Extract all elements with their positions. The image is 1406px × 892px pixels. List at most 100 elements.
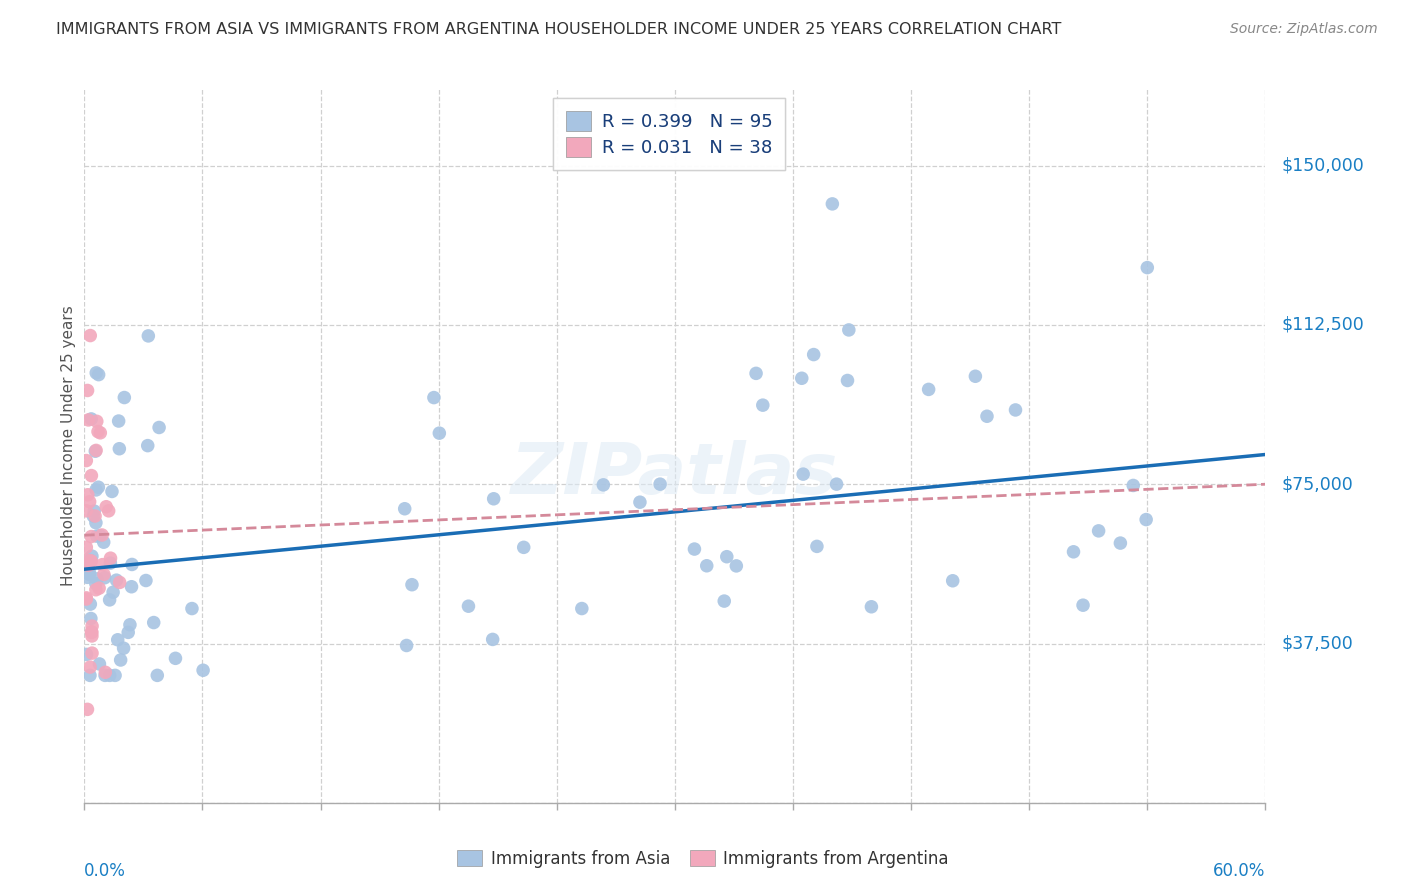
Point — [837, 374, 859, 388]
Point — [75, 504, 97, 518]
Point — [80, 412, 103, 426]
Point — [821, 197, 844, 211]
Point — [790, 371, 813, 385]
Point — [696, 558, 718, 573]
Point — [105, 573, 128, 587]
Point — [93, 567, 115, 582]
Point — [112, 641, 135, 656]
Point — [191, 663, 214, 677]
Point — [1135, 512, 1157, 526]
Point — [1063, 545, 1085, 559]
Y-axis label: Householder Income Under 25 years: Householder Income Under 25 years — [60, 306, 76, 586]
Point — [98, 593, 121, 607]
Point — [89, 657, 111, 671]
Point — [101, 484, 124, 499]
Point — [93, 535, 115, 549]
Point — [142, 615, 165, 630]
Point — [97, 504, 120, 518]
Point — [121, 558, 143, 572]
Point — [806, 540, 828, 554]
Point — [86, 529, 108, 543]
Point — [86, 414, 108, 428]
Point — [716, 549, 738, 564]
Point — [395, 639, 418, 653]
Point — [96, 500, 118, 514]
Point — [481, 632, 503, 647]
Point — [77, 558, 100, 573]
Point — [80, 646, 103, 660]
Point — [110, 653, 132, 667]
Point — [752, 398, 775, 412]
Point — [165, 651, 187, 665]
Point — [86, 572, 108, 586]
Point — [76, 488, 98, 502]
Point — [91, 558, 114, 572]
Point — [80, 468, 103, 483]
Point — [84, 516, 107, 530]
Point — [94, 665, 117, 680]
Point — [80, 549, 103, 563]
Point — [79, 660, 101, 674]
Point — [394, 501, 416, 516]
Point — [75, 591, 97, 605]
Point — [571, 601, 593, 615]
Point — [457, 599, 479, 614]
Point — [75, 541, 97, 555]
Point — [136, 439, 159, 453]
Point — [80, 611, 103, 625]
Point — [107, 632, 129, 647]
Point — [84, 444, 107, 458]
Point — [976, 409, 998, 424]
Point — [79, 553, 101, 567]
Point — [725, 558, 748, 573]
Legend: R = 0.399   N = 95, R = 0.031   N = 38: R = 0.399 N = 95, R = 0.031 N = 38 — [553, 98, 785, 169]
Point — [1136, 260, 1159, 275]
Point — [825, 477, 848, 491]
Point — [79, 567, 101, 582]
Point — [181, 601, 204, 615]
Point — [80, 629, 103, 643]
Point — [803, 347, 825, 361]
Point — [146, 668, 169, 682]
Point — [965, 369, 987, 384]
Point — [76, 702, 98, 716]
Point — [745, 367, 768, 381]
Point — [401, 577, 423, 591]
Point — [79, 565, 101, 579]
Point — [628, 495, 651, 509]
Text: 0.0%: 0.0% — [84, 863, 127, 880]
Point — [84, 508, 107, 523]
Point — [79, 597, 101, 611]
Point — [592, 478, 614, 492]
Text: Source: ZipAtlas.com: Source: ZipAtlas.com — [1230, 22, 1378, 37]
Point — [77, 558, 100, 572]
Point — [100, 551, 122, 566]
Text: 60.0%: 60.0% — [1213, 863, 1265, 880]
Point — [93, 571, 115, 585]
Point — [100, 556, 122, 570]
Point — [80, 619, 103, 633]
Point — [84, 483, 107, 497]
Point — [98, 668, 121, 682]
Point — [107, 414, 129, 428]
Point — [87, 425, 110, 439]
Text: IMMIGRANTS FROM ASIA VS IMMIGRANTS FROM ARGENTINA HOUSEHOLDER INCOME UNDER 25 YE: IMMIGRANTS FROM ASIA VS IMMIGRANTS FROM … — [56, 22, 1062, 37]
Point — [683, 542, 706, 557]
Point — [423, 391, 446, 405]
Point — [80, 624, 103, 639]
Point — [792, 467, 814, 482]
Point — [1087, 524, 1109, 538]
Text: $112,500: $112,500 — [1281, 316, 1364, 334]
Point — [1109, 536, 1132, 550]
Point — [838, 323, 860, 337]
Point — [84, 582, 107, 597]
Point — [118, 617, 141, 632]
Point — [84, 366, 107, 380]
Point — [84, 576, 107, 591]
Text: $75,000: $75,000 — [1281, 475, 1353, 493]
Point — [713, 594, 735, 608]
Point — [76, 558, 98, 573]
Point — [76, 570, 98, 584]
Point — [1122, 478, 1144, 492]
Point — [79, 494, 101, 508]
